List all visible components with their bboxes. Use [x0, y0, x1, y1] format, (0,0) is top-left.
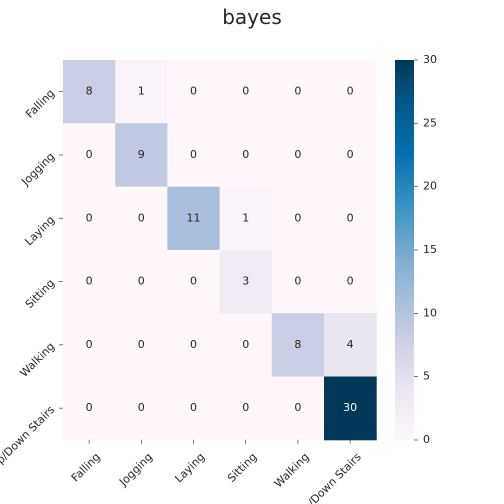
heatmap-cell-value: 0: [190, 401, 197, 414]
heatmap-cell: [271, 186, 325, 251]
colorbar-tick-label: 25: [423, 116, 437, 129]
heatmap-cell-value: 0: [242, 338, 249, 351]
x-tick-label: Falling: [69, 450, 103, 484]
heatmap-cell: [115, 123, 168, 188]
heatmap-cell: [167, 123, 221, 188]
heatmap-cell-value: 1: [138, 85, 145, 98]
heatmap-cell: [63, 313, 116, 377]
heatmap-cell: [271, 249, 325, 314]
heatmap-cell: [271, 60, 325, 124]
colorbar-tick-label: 0: [423, 433, 430, 446]
heatmap-cell-value: 0: [294, 401, 301, 414]
heatmap-cell-value: 0: [86, 211, 93, 224]
y-tick-label: Jogging: [18, 150, 57, 189]
heatmap-cell-value: 0: [190, 148, 197, 161]
heatmap-cell-value: 0: [138, 211, 145, 224]
heatmap-cell-value: 0: [294, 148, 301, 161]
heatmap-cell: [63, 60, 116, 124]
x-axis-ticks: Falling Jogging Laying Sitting WalkingUp/Dow…: [69, 439, 364, 504]
x-tick-label: Sitting: [225, 450, 259, 484]
heatmap-cell: [167, 60, 221, 124]
heatmap-cell-value: 8: [86, 85, 93, 98]
heatmap-cell-value: 0: [138, 275, 145, 288]
heatmap-cell-value: 0: [347, 148, 354, 161]
x-tick-label: Jogging: [116, 450, 155, 489]
colorbar-tick-label: 30: [423, 53, 437, 66]
x-tick-label: Laying: [172, 450, 207, 485]
heatmap-cell: [63, 249, 116, 314]
heatmap-cell-value: 3: [242, 275, 249, 288]
heatmap-cell: [324, 313, 377, 377]
y-tick-label: Sitting: [23, 277, 57, 311]
heatmap-cell: [324, 123, 377, 188]
heatmap-cell-value: 30: [343, 401, 357, 414]
heatmap-cell: [167, 313, 221, 377]
heatmap-cell: [324, 376, 377, 441]
y-tick-label: Laying: [22, 213, 57, 248]
heatmap-cell: [324, 249, 377, 314]
heatmap-cell: [271, 313, 325, 377]
heatmap-cell-value: 11: [187, 211, 201, 224]
heatmap-cell: [115, 376, 168, 441]
y-tick-label: Falling: [23, 87, 57, 121]
heatmap-cell: [219, 186, 273, 251]
heatmap-cell: [167, 186, 221, 251]
heatmap-cell: [63, 123, 116, 188]
heatmap-cell-value: 0: [86, 401, 93, 414]
heatmap-cell-value: 4: [347, 338, 354, 351]
heatmap-cell-value: 0: [347, 211, 354, 224]
heatmap-cell-value: 0: [138, 338, 145, 351]
colorbar-tick-label: 10: [423, 306, 437, 319]
heatmap-cell-labels: 8 1 0 0 0 00 9 0 0 0 00 0 11 1 0 00 0 0 3 0 00 0 0 0 8 40 0 0 0 0 30: [86, 85, 358, 414]
heatmap-cell: [167, 376, 221, 441]
heatmap-cell: [324, 186, 377, 251]
heatmap-cell: [271, 376, 325, 441]
colorbar: 0 5 10 15 20 25 30: [395, 53, 437, 446]
heatmap-cell: [115, 60, 168, 124]
heatmap-cell: [324, 60, 377, 124]
heatmap-cell: [115, 186, 168, 251]
heatmap-cell-value: 0: [347, 275, 354, 288]
heatmap-cell: [219, 60, 273, 124]
colorbar-tick-label: 5: [423, 370, 430, 383]
heatmap-cell-value: 0: [294, 275, 301, 288]
heatmap-cell: [115, 249, 168, 314]
chart-title: bayes: [222, 5, 282, 29]
heatmap-cell: [219, 249, 273, 314]
heatmap-cell-value: 0: [190, 275, 197, 288]
heatmap-cell-value: 0: [86, 275, 93, 288]
heatmap-cell-value: 0: [190, 338, 197, 351]
heatmap-cell: [63, 186, 116, 251]
heatmap-cell-value: 9: [138, 148, 145, 161]
colorbar-tick-label: 15: [423, 243, 437, 256]
x-tick-label: Walking: [272, 450, 312, 490]
y-tick-label: Walking: [17, 340, 57, 380]
heatmap-cell-value: 0: [294, 211, 301, 224]
heatmap-cell: [271, 123, 325, 188]
heatmap-cell-value: 0: [138, 401, 145, 414]
heatmap-cell-value: 0: [86, 338, 93, 351]
y-axis-ticks: Falling Jogging Laying Sitting Walking Up/Dow…: [0, 87, 63, 472]
colorbar-gradient: [395, 60, 414, 440]
heatmap-cell-value: 0: [294, 85, 301, 98]
y-tick-label: Up/Down Stairs: [0, 403, 57, 472]
heatmap-cell: [115, 313, 168, 377]
heatmap-cell-value: 0: [242, 401, 249, 414]
heatmap-cell: [167, 249, 221, 314]
heatmap-cell-value: 0: [86, 148, 93, 161]
heatmap-cell-value: 0: [190, 85, 197, 98]
heatmap-cell-value: 0: [242, 85, 249, 98]
heatmap-cell-value: 0: [347, 85, 354, 98]
colorbar-tick-label: 20: [423, 180, 437, 193]
heatmap-cell-value: 1: [242, 211, 249, 224]
heatmap-cell: [63, 376, 116, 441]
heatmap-cell: [219, 376, 273, 441]
heatmap-cell: [219, 313, 273, 377]
heatmap-cell: [219, 123, 273, 188]
heatmap-cell-value: 8: [294, 338, 301, 351]
heatmap-cell-value: 0: [242, 148, 249, 161]
heatmap-cells: [63, 60, 377, 441]
